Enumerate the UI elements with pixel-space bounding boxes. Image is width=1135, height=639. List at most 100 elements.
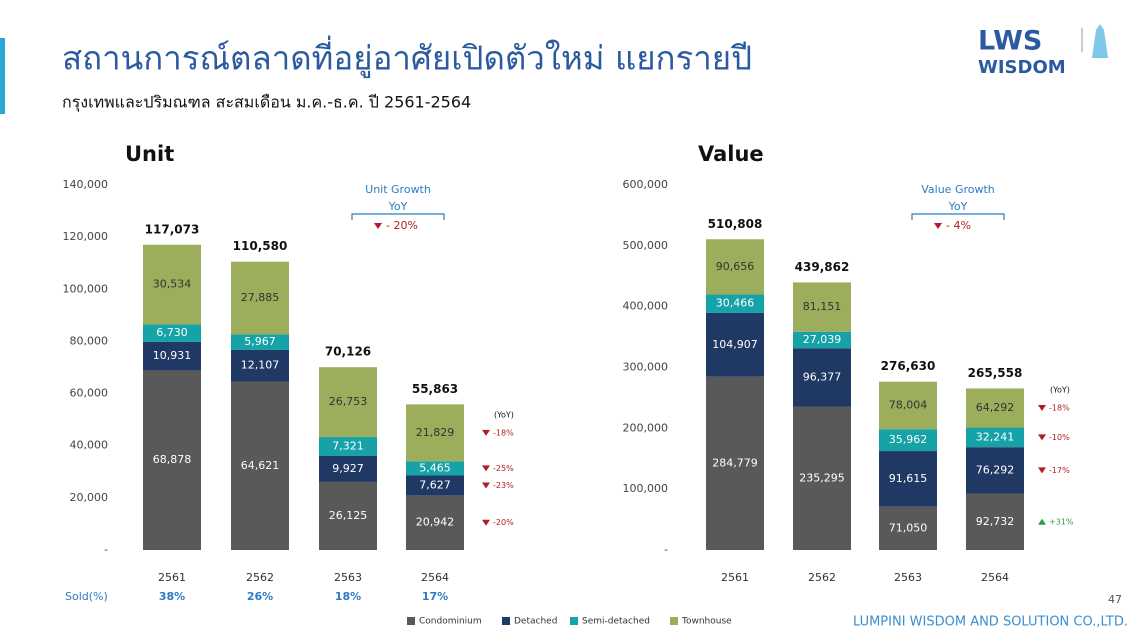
segment-label: 12,107 <box>241 359 280 372</box>
x-tick-label: 2561 <box>721 571 749 584</box>
logo-bottom: WISDOM <box>978 57 1066 78</box>
yoy-label: -23% <box>493 481 514 490</box>
bar-segment <box>319 481 377 550</box>
bar-segment <box>793 331 851 349</box>
bar-segment <box>143 341 201 371</box>
legend-swatch <box>670 617 678 625</box>
yoy-arrow <box>374 223 382 229</box>
segment-label: 30,534 <box>153 278 192 291</box>
bar-segment <box>706 294 764 313</box>
yoy-arrow <box>482 482 490 489</box>
bar-segment <box>966 427 1024 448</box>
segment-label: 6,730 <box>156 326 188 339</box>
sold-value: 38% <box>159 590 185 603</box>
yoy-arrow <box>482 465 490 472</box>
segment-label: 35,962 <box>889 433 928 446</box>
bar-segment <box>966 447 1024 494</box>
total-label: 510,808 <box>708 217 763 231</box>
total-label: 117,073 <box>145 222 200 236</box>
segment-label: 7,627 <box>419 478 451 491</box>
y-tick-label: 100,000 <box>623 482 669 495</box>
y-tick-label: 20,000 <box>70 491 109 504</box>
total-label: 265,558 <box>968 366 1023 380</box>
segment-label: 90,656 <box>716 260 755 273</box>
segment-label: 92,732 <box>976 515 1015 528</box>
segment-label: 5,465 <box>419 461 451 474</box>
bar-segment <box>879 451 937 507</box>
bar-segment <box>706 312 764 377</box>
legend-label: Condominium <box>419 617 482 627</box>
segment-label: 5,967 <box>244 335 276 348</box>
y-tick-label: 120,000 <box>63 230 109 243</box>
total-label: 439,862 <box>795 260 850 274</box>
yoy-label: -10% <box>1049 433 1070 442</box>
segment-label: 26,125 <box>329 509 368 522</box>
segment-label: 76,292 <box>976 463 1015 476</box>
bar-segment <box>966 388 1024 428</box>
segment-label: 30,466 <box>716 297 755 310</box>
yoy-label: -25% <box>493 464 514 473</box>
slide-subtitle: กรุงเทพและปริมณฑล สะสมเดือน ม.ค.-ธ.ค. ปี… <box>62 93 471 113</box>
legend-label: Townhouse <box>681 617 732 627</box>
x-tick-label: 2563 <box>334 571 362 584</box>
logo-top: LWS <box>978 26 1042 57</box>
bar-segment <box>406 404 464 462</box>
bar-segment <box>793 406 851 550</box>
total-label: 276,630 <box>881 359 936 373</box>
bar-segment <box>143 370 201 550</box>
bar-segment <box>143 244 201 325</box>
segment-label: 32,241 <box>976 430 1015 443</box>
legend-label: Detached <box>514 617 557 627</box>
x-tick-label: 2564 <box>981 571 1009 584</box>
y-tick-label: 100,000 <box>63 282 109 295</box>
bar-segment <box>231 381 289 550</box>
bar-segment <box>406 495 464 550</box>
x-tick-label: 2562 <box>808 571 836 584</box>
chart-title: Unit <box>125 142 174 166</box>
page-number: 47 <box>1108 593 1122 606</box>
sold-value: 17% <box>422 590 448 603</box>
segment-label: 27,039 <box>803 333 842 346</box>
yoy-label: -17% <box>1049 466 1070 475</box>
bar-segment <box>879 429 937 452</box>
growth-title: Value Growth <box>921 183 995 196</box>
slide-title: สถานการณ์ตลาดที่อยู่อาศัยเปิดตัวใหม่ แยก… <box>62 36 752 79</box>
yoy-label: -20% <box>493 518 514 527</box>
segment-label: 20,942 <box>416 516 455 529</box>
yoy-label: +31% <box>1049 517 1074 526</box>
bar-segment <box>231 349 289 382</box>
segment-label: 9,927 <box>332 462 364 475</box>
yoy-label: -18% <box>1049 404 1070 413</box>
bar-segment <box>793 282 851 332</box>
segment-label: 235,295 <box>799 471 845 484</box>
sold-value: 26% <box>247 590 273 603</box>
yoy-arrow <box>1038 518 1046 525</box>
growth-title: Unit Growth <box>365 183 431 196</box>
segment-label: 7,321 <box>332 439 364 452</box>
segment-label: 91,615 <box>889 472 928 485</box>
yoy-arrow <box>1038 467 1046 474</box>
y-tick-label: - <box>104 543 108 556</box>
bar-segment <box>706 376 764 550</box>
yoy-arrow <box>934 223 942 229</box>
bar-segment <box>793 348 851 407</box>
bar-segment <box>879 506 937 550</box>
x-tick-label: 2564 <box>421 571 449 584</box>
segment-label: 68,878 <box>153 453 192 466</box>
x-tick-label: 2563 <box>894 571 922 584</box>
bar-segment <box>706 239 764 295</box>
growth-value: - 4% <box>946 219 971 232</box>
y-tick-label: 140,000 <box>63 178 109 191</box>
sold-value: 18% <box>335 590 361 603</box>
segment-label: 64,292 <box>976 401 1015 414</box>
bar-segment <box>319 367 377 437</box>
legend-swatch <box>407 617 415 625</box>
footer: LUMPINI WISDOM AND SOLUTION CO.,LTD. <box>853 615 1128 630</box>
y-tick-label: 300,000 <box>623 361 669 374</box>
segment-label: 104,907 <box>712 338 758 351</box>
y-tick-label: 500,000 <box>623 239 669 252</box>
growth-period: YoY <box>388 200 408 213</box>
segment-label: 64,621 <box>241 459 280 472</box>
total-label: 55,863 <box>412 382 458 396</box>
logo-icon <box>1092 24 1108 58</box>
